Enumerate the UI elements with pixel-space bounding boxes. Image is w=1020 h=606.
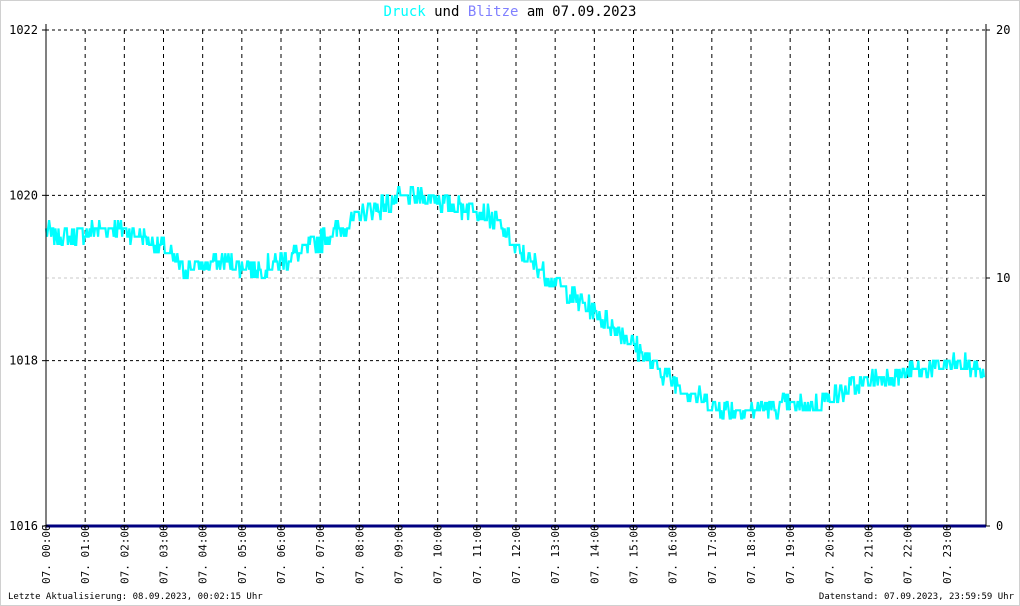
title-connector: und [434, 4, 460, 20]
y-tick-label-left: 1020 [9, 188, 38, 202]
x-tick-label: 07. 10:00 [432, 524, 445, 584]
y-tick-label-left: 1016 [9, 519, 38, 533]
x-tick-label: 07. 18:00 [745, 524, 758, 584]
x-tick-label: 07. 17:00 [706, 524, 719, 584]
y-tick-label-right: 20 [996, 23, 1010, 37]
series-druck-line [44, 186, 986, 420]
x-tick-label: 07. 05:00 [236, 524, 249, 584]
chart-title: Druck und Blitze am 07.09.2023 [0, 4, 1020, 20]
footer-data-status: Datenstand: 07.09.2023, 23:59:59 Uhr [818, 592, 1014, 602]
y-tick-label-right: 10 [996, 271, 1010, 285]
x-tick-label: 07. 08:00 [353, 524, 366, 584]
title-series-druck: Druck [383, 4, 426, 20]
x-tick-label: 07. 06:00 [275, 524, 288, 584]
x-tick-label: 07. 03:00 [158, 524, 171, 584]
x-tick-label: 07. 21:00 [863, 524, 876, 584]
x-tick-label: 07. 01:00 [79, 524, 92, 584]
x-tick-label: 07. 04:00 [197, 524, 210, 584]
x-tick-label: 07. 07:00 [314, 524, 327, 584]
x-tick-label: 07. 22:00 [902, 524, 915, 584]
footer-last-update: Letzte Aktualisierung: 08.09.2023, 00:02… [8, 592, 263, 602]
y-tick-label-left: 1022 [9, 23, 38, 37]
x-tick-label: 07. 11:00 [471, 524, 484, 584]
title-date: am 07.09.2023 [526, 4, 637, 20]
title-series-blitze: Blitze [467, 4, 519, 20]
axes-layer [42, 24, 990, 530]
x-tick-label: 07. 02:00 [118, 524, 131, 584]
x-tick-label: 07. 00:00 [40, 524, 53, 584]
x-tick-label: 07. 13:00 [549, 524, 562, 584]
plot-layer [44, 186, 986, 528]
y-tick-label-left: 1018 [9, 354, 38, 368]
y-tick-label-right: 0 [996, 519, 1003, 533]
x-tick-label: 07. 12:00 [510, 524, 523, 584]
grid-layer [46, 29, 986, 526]
x-tick-label: 07. 20:00 [823, 524, 836, 584]
x-tick-label: 07. 19:00 [784, 524, 797, 584]
x-tick-label: 07. 09:00 [393, 524, 406, 584]
x-tick-label: 07. 14:00 [588, 524, 601, 584]
x-tick-label: 07. 16:00 [667, 524, 680, 584]
x-tick-label: 07. 15:00 [628, 524, 641, 584]
x-tick-label: 07. 23:00 [941, 524, 954, 584]
